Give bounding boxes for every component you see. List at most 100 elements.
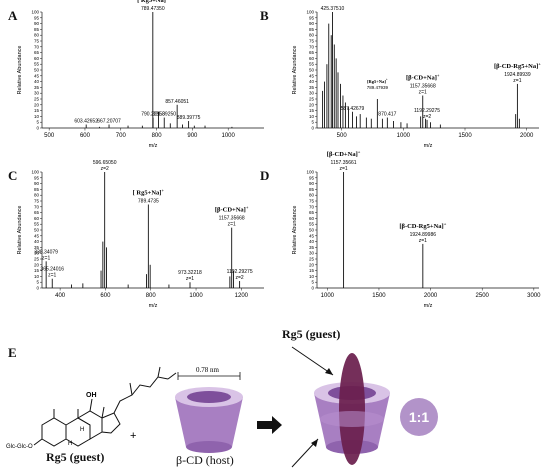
cd-bottom xyxy=(186,441,232,453)
chart-panel-b: B 0 5 10 15 20 25 30 35 40 45 50 55 60 65 70 75 80 85 90 95… xyxy=(260,0,550,160)
y-tick-label: 80 xyxy=(309,193,315,198)
y-tick-label: 60 xyxy=(34,216,40,221)
peak-label: z=1 xyxy=(513,78,521,84)
y-tick-label: 25 xyxy=(34,97,40,102)
species-charge: + xyxy=(444,221,447,226)
peak-label: 1157.35661 xyxy=(331,160,357,166)
y-tick-label: 10 xyxy=(34,274,40,279)
complex-guest-label: Rg5 (guest) xyxy=(282,327,341,341)
x-tick-label: 2000 xyxy=(520,133,534,139)
species-label: [β-CD-Rg5+Na]+ xyxy=(494,61,541,70)
y-tick-label: 65 xyxy=(309,210,315,215)
species-text: [β-CD+Na] xyxy=(215,207,246,214)
species-text: [ Rg5+Na] xyxy=(133,189,162,196)
y-tick-label: 85 xyxy=(309,27,315,32)
terminal-methyl-2 xyxy=(167,372,177,380)
y-tick-label: 100 xyxy=(31,170,39,175)
x-tick-label: 1200 xyxy=(235,293,249,299)
y-tick-label: 50 xyxy=(309,228,315,233)
guest-pointer-arrow xyxy=(291,346,334,376)
y-tick-label: 55 xyxy=(309,62,315,67)
glycoside-label: Glc-Glc-O xyxy=(6,444,33,450)
methyl-3 xyxy=(101,406,105,419)
species-label: [β-CD+Na]+ xyxy=(406,73,440,82)
y-tick-label: 0 xyxy=(311,126,314,131)
y-tick-label: 5 xyxy=(36,280,39,285)
species-charge: + xyxy=(538,61,541,66)
y-tick-label: 50 xyxy=(34,68,40,73)
species-text: [β-CD+Na] xyxy=(406,75,437,82)
y-axis-title: Relative Abundance xyxy=(292,46,298,95)
y-tick-label: 90 xyxy=(309,181,315,186)
peak-label: 587.42679 xyxy=(341,106,365,112)
x-tick-label: 1000 xyxy=(321,293,335,299)
y-tick-label: 85 xyxy=(34,187,40,192)
y-tick-label: 70 xyxy=(34,44,40,49)
y-tick-label: 40 xyxy=(34,79,40,84)
y-tick-label: 25 xyxy=(34,257,40,262)
peak-label: z=2 xyxy=(101,166,109,172)
y-tick-label: 5 xyxy=(36,120,39,125)
x-tick-label: 1000 xyxy=(189,293,203,299)
y-axis-title: Relative Abundance xyxy=(17,46,23,95)
panel-label-a: A xyxy=(8,8,18,23)
species-text: [β-CD-Rg5+Na] xyxy=(399,223,443,230)
peak-label: 1157.35668 xyxy=(410,84,436,90)
mass-spectrum-d: 0510152025303540455055606570758085909510… xyxy=(292,150,541,310)
y-tick-label: 75 xyxy=(34,39,40,44)
x-tick-label: 3000 xyxy=(527,293,541,299)
plus-sign: + xyxy=(130,430,136,442)
y-tick-label: 65 xyxy=(34,50,40,55)
h-label-2: H xyxy=(68,441,72,447)
species-text: [β-CD+Na] xyxy=(327,151,358,158)
peak-label: 1192.29275 xyxy=(227,269,253,275)
y-tick-label: 25 xyxy=(309,257,315,262)
y-tick-label: 20 xyxy=(34,102,40,107)
y-axis-title: Relative Abundance xyxy=(17,206,23,255)
peak-label: z=1 xyxy=(419,238,427,244)
y-tick-label: 30 xyxy=(309,91,315,96)
y-tick-label: 45 xyxy=(34,73,40,78)
y-tick-label: 0 xyxy=(36,286,39,291)
y-tick-label: 95 xyxy=(309,15,315,20)
y-tick-label: 40 xyxy=(34,239,40,244)
ratio-label: 1:1 xyxy=(409,409,429,425)
species-charge: + xyxy=(161,188,164,193)
y-tick-label: 25 xyxy=(309,97,315,102)
y-tick-label: 85 xyxy=(34,27,40,32)
species-text: [β-CD-Rg5+Na] xyxy=(494,63,538,70)
y-tick-label: 40 xyxy=(309,239,315,244)
species-charge: + xyxy=(246,205,249,210)
y-tick-label: 15 xyxy=(309,268,315,273)
oh-bond xyxy=(89,398,93,412)
x-tick-label: 1500 xyxy=(372,293,386,299)
species-charge: + xyxy=(358,150,361,155)
y-axis-title: Relative Abundance xyxy=(292,206,298,255)
x-tick-label: 1500 xyxy=(458,133,472,139)
mass-spectrum-a: 0510152025303540455055606570758085909510… xyxy=(17,0,264,149)
y-tick-label: 60 xyxy=(34,56,40,61)
panel-label-b: B xyxy=(260,8,269,23)
peak-label: z=1 xyxy=(228,222,236,228)
y-tick-label: 20 xyxy=(34,262,40,267)
x-tick-label: 1000 xyxy=(397,133,411,139)
y-tick-label: 45 xyxy=(309,233,315,238)
y-tick-label: 90 xyxy=(34,181,40,186)
guest-pointer-head xyxy=(325,368,333,375)
inclusion-complex-drawing xyxy=(314,353,390,465)
y-tick-label: 70 xyxy=(309,44,315,49)
mass-spectrum-b: 0510152025303540455055606570758085909510… xyxy=(292,6,541,149)
species-label: [ Rg5+Na]+ xyxy=(133,188,165,197)
y-tick-label: 20 xyxy=(309,102,315,107)
y-tick-label: 30 xyxy=(34,91,40,96)
ring-c xyxy=(77,410,103,440)
y-tick-label: 45 xyxy=(309,73,315,78)
reaction-arrow xyxy=(257,416,282,434)
y-tick-label: 75 xyxy=(34,199,40,204)
y-tick-label: 50 xyxy=(309,68,315,73)
y-tick-label: 10 xyxy=(309,274,315,279)
y-tick-label: 0 xyxy=(36,126,39,131)
side-chain-methyl xyxy=(129,382,133,396)
y-tick-label: 35 xyxy=(309,85,315,90)
x-tick-label: 900 xyxy=(187,133,198,139)
